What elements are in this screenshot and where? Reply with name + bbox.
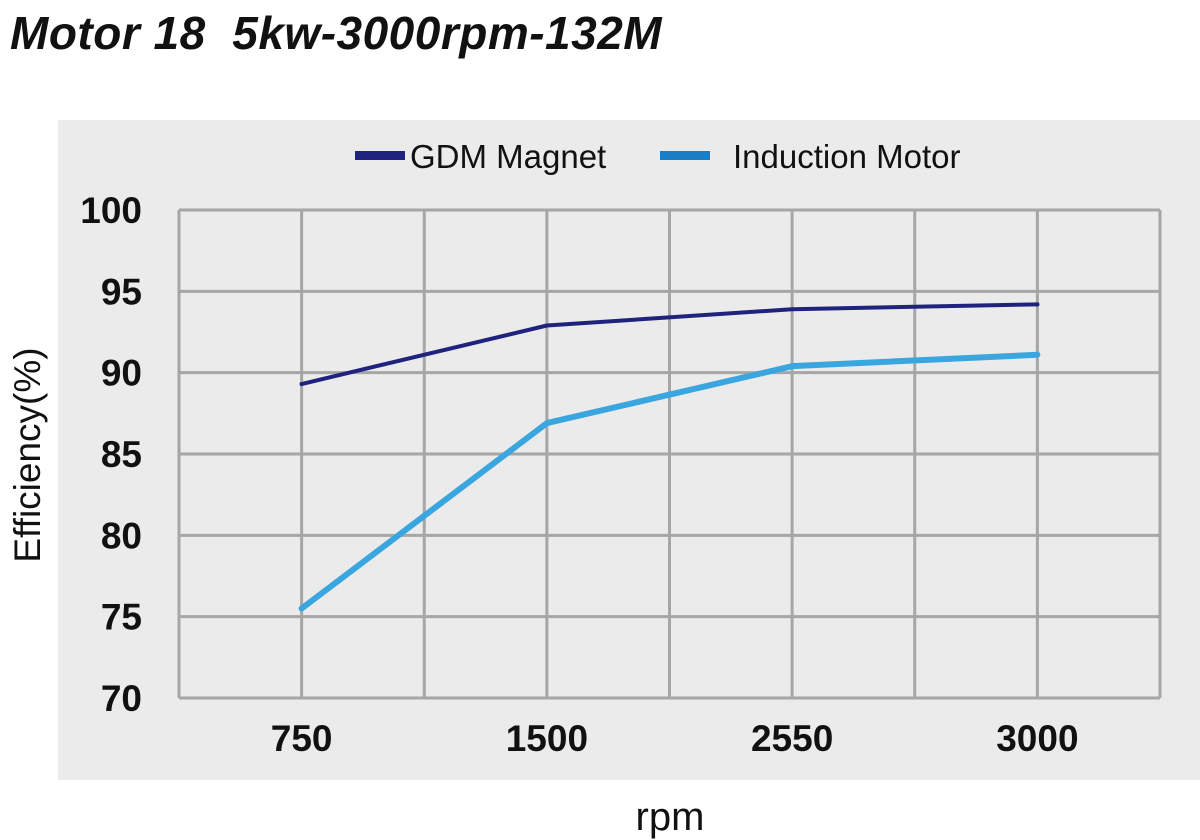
series-line-2 <box>298 351 1041 612</box>
x-tick-label: 1500 <box>506 718 588 759</box>
chart-title: Motor 18 5kw-3000rpm-132M <box>10 7 663 59</box>
y-tick-label: 85 <box>101 434 142 475</box>
data-point <box>790 307 795 312</box>
y-tick-label: 95 <box>101 271 142 312</box>
grid-layer <box>177 208 1162 700</box>
data-point <box>544 323 549 328</box>
y-tick-label: 90 <box>101 353 142 394</box>
data-point <box>1035 302 1040 307</box>
legend-label: GDM Magnet <box>410 138 606 175</box>
y-tick-label: 80 <box>101 515 142 556</box>
data-point <box>299 382 304 387</box>
chart-background <box>58 120 1200 780</box>
y-axis-label: Efficiency(%) <box>7 347 48 562</box>
series-layer <box>298 302 1041 612</box>
y-tick-labels: 70 75 80 85 90 95 100 <box>80 190 142 719</box>
x-axis-label: rpm <box>635 795 705 839</box>
series-line-1 <box>299 302 1040 387</box>
y-tick-label: 100 <box>80 190 142 231</box>
x-tick-label: 750 <box>271 718 333 759</box>
y-tick-label: 75 <box>101 597 142 638</box>
x-tick-labels: 750 1500 2550 3000 <box>271 718 1079 759</box>
y-tick-label: 70 <box>101 678 142 719</box>
legend: GDM Magnet Induction Motor <box>355 138 960 175</box>
legend-label: Induction Motor <box>733 138 960 175</box>
data-point <box>1035 352 1040 357</box>
x-tick-label: 2550 <box>751 718 833 759</box>
data-point <box>544 421 549 426</box>
legend-swatch <box>660 151 710 160</box>
data-point <box>299 606 304 611</box>
data-point <box>790 364 795 369</box>
x-tick-label: 3000 <box>996 718 1078 759</box>
legend-swatch <box>355 151 405 160</box>
